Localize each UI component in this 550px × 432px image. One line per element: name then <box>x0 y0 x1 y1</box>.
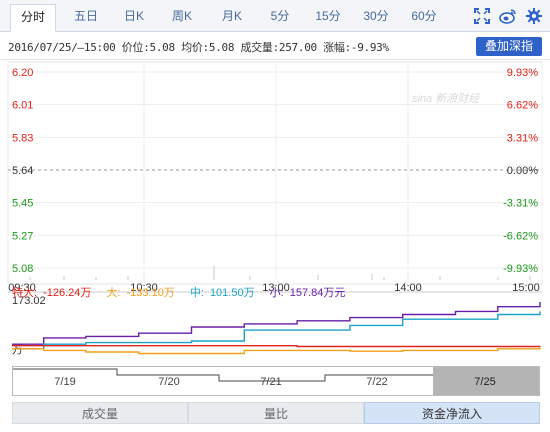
price-ytick-left: 5.08 <box>12 263 33 275</box>
price-ytick-left: 6.20 <box>12 67 33 79</box>
time-tick: 14:00 <box>394 282 422 294</box>
legend-large-label: 大: <box>106 287 121 299</box>
nav-date-5[interactable]: 7/25 <box>474 376 496 388</box>
date-navigator[interactable]: 7/19 7/20 7/21 7/22 7/25 <box>12 366 540 396</box>
navigator-step-line <box>13 368 433 382</box>
price-ytick-right: 0.00% <box>507 165 538 177</box>
price-ytick-left: 5.64 <box>12 165 33 177</box>
legend-extra-large-value: -126.24万 <box>43 287 92 299</box>
sina-watermark: sina 新浪财经 <box>412 92 480 105</box>
tab-realtime[interactable]: 分时 <box>10 4 56 32</box>
tab-weekly-k[interactable]: 周K <box>171 9 192 23</box>
tab-daily-k[interactable]: 日K <box>123 9 144 23</box>
tab-60min[interactable]: 60分 <box>411 9 437 23</box>
time-tick: 09:30 <box>8 282 36 294</box>
price-ytick-left: 5.27 <box>12 230 33 242</box>
quote-info-text: 2016/07/25/—15:00 价位:5.08 均价:5.08 成交量:25… <box>8 41 389 54</box>
legend-medium-label: 中: <box>189 287 204 299</box>
chart-period-tabbar: 分时 五日 日K 周K 月K 5分 15分 30分 60分 <box>0 0 550 32</box>
time-tick: 10:30 <box>130 282 158 294</box>
quote-info-bar: 2016/07/25/—15:00 价位:5.08 均价:5.08 成交量:25… <box>0 32 550 60</box>
price-ytick-left: 6.01 <box>12 100 33 112</box>
tab-volume[interactable]: 成交量 <box>12 402 188 424</box>
nav-date-3[interactable]: 7/21 <box>260 376 282 388</box>
indicator-tabs: 成交量 量比 资金净流入 <box>12 402 540 424</box>
legend-small-value: 157.84万元 <box>289 287 346 299</box>
tab-net-inflow[interactable]: 资金净流入 <box>364 402 540 424</box>
fund-flow-legend: 特大: -126.24万 大: -133.10万 中: 101.50万 小: 157.8… <box>12 284 357 299</box>
tab-volume-ratio[interactable]: 量比 <box>188 402 364 424</box>
price-ytick-left: 5.83 <box>12 132 33 144</box>
flow-series-line-中 <box>12 311 541 350</box>
tab-monthly-k[interactable]: 月K <box>221 9 242 23</box>
flow-ytick-bottom: 万 <box>12 344 23 356</box>
price-ytick-right: -6.62% <box>503 230 538 242</box>
legend-large-value: -133.10万 <box>126 287 175 299</box>
chart-tools <box>472 6 544 26</box>
legend-small-label: 小: <box>269 287 284 299</box>
nav-date-1[interactable]: 7/19 <box>54 376 76 388</box>
intraday-chart: 6.20 9.93% 6.01 6.62% 5.83 3.31% 5.64 0.00% 5.45… <box>7 61 543 356</box>
flow-ytick-top: 173.02 <box>12 295 46 307</box>
tab-15min[interactable]: 15分 <box>315 9 341 23</box>
legend-medium: 中: 101.50万 <box>190 287 264 299</box>
tab-30min[interactable]: 30分 <box>363 9 389 23</box>
price-ytick-right: -3.31% <box>503 198 538 210</box>
navigator-selected-range[interactable] <box>433 367 539 395</box>
weibo-icon[interactable] <box>498 6 518 26</box>
legend-extra-large: 特大: -126.24万 <box>12 287 100 299</box>
price-ytick-left: 5.45 <box>12 198 33 210</box>
tab-5min[interactable]: 5分 <box>270 9 290 23</box>
legend-large: 大: -133.10万 <box>106 287 183 299</box>
legend-small: 小: 157.84万元 <box>270 287 352 299</box>
nav-date-4[interactable]: 7/22 <box>366 376 388 388</box>
flow-series-line-小 <box>12 302 541 345</box>
legend-extra-large-label: 特大: <box>12 287 38 299</box>
tab-five-day[interactable]: 五日 <box>73 9 98 23</box>
price-ytick-right: 3.31% <box>507 132 538 144</box>
legend-medium-value: 101.50万 <box>209 287 255 299</box>
overlay-shenzhen-index-button[interactable]: 叠加深指 <box>476 37 542 56</box>
nav-date-2[interactable]: 7/20 <box>158 376 180 388</box>
settings-icon[interactable] <box>524 6 544 26</box>
flow-series-line-特大 <box>12 345 541 348</box>
time-tick: 15:00 <box>512 282 540 294</box>
flow-series-line-大 <box>12 347 541 355</box>
price-ytick-right: -9.93% <box>503 263 538 275</box>
fullscreen-icon[interactable] <box>472 6 492 26</box>
price-ytick-right: 9.93% <box>507 67 538 79</box>
time-tick: 13:00 <box>262 282 290 294</box>
price-ytick-right: 6.62% <box>507 100 538 112</box>
